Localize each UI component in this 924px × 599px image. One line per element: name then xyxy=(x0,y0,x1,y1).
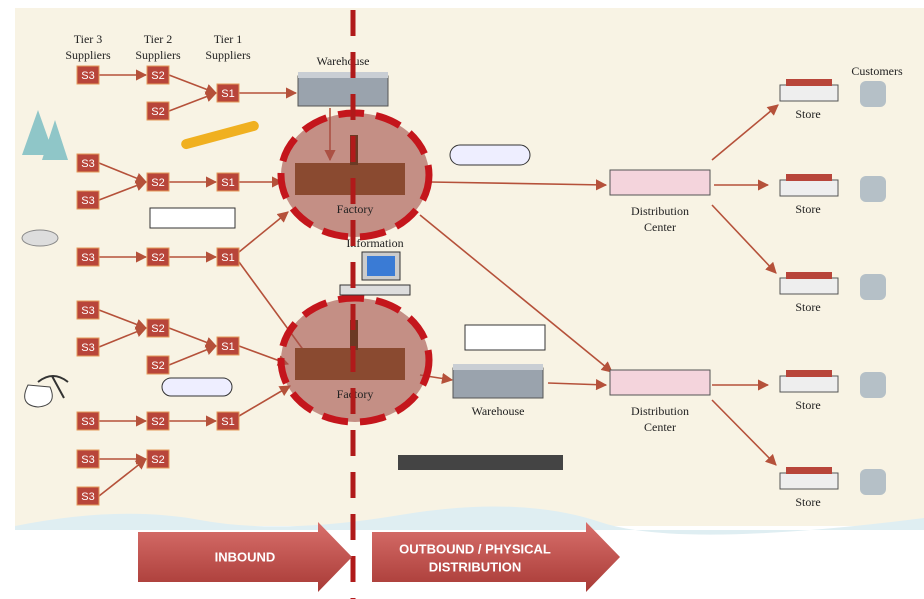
supplier-label: S1 xyxy=(221,252,234,264)
distribution-center-label: Center xyxy=(644,420,676,434)
supplier-label: S2 xyxy=(151,252,164,264)
supplier-label: S3 xyxy=(81,158,94,170)
store-icon xyxy=(780,278,838,294)
supplier-label: S2 xyxy=(151,177,164,189)
supplier-label: S2 xyxy=(151,416,164,428)
supplier-label: S2 xyxy=(151,70,164,82)
outbound-label: OUTBOUND / PHYSICAL xyxy=(399,541,551,556)
store-sign xyxy=(786,467,832,474)
supplier-label: S2 xyxy=(151,360,164,372)
tier-label: Suppliers xyxy=(205,48,251,62)
supplier-label: S3 xyxy=(81,70,94,82)
customers-icon xyxy=(860,176,886,202)
rocks-icon xyxy=(22,230,58,246)
supplier-label: S3 xyxy=(81,252,94,264)
truck-icon xyxy=(465,325,545,350)
store-icon xyxy=(780,376,838,392)
supplier-label: S1 xyxy=(221,341,234,353)
store-sign xyxy=(786,370,832,377)
outbound-label: DISTRIBUTION xyxy=(429,559,521,574)
warehouse-roof xyxy=(453,364,543,370)
distribution-center-label: Distribution xyxy=(631,204,689,218)
store-label: Store xyxy=(795,202,820,216)
store-sign xyxy=(786,272,832,279)
tier-label: Suppliers xyxy=(65,48,111,62)
supplier-label: S2 xyxy=(151,454,164,466)
computer-screen xyxy=(367,256,395,276)
customers-icon xyxy=(860,274,886,300)
store-icon xyxy=(780,473,838,489)
distribution-center-icon xyxy=(610,170,710,195)
distribution-center-label: Center xyxy=(644,220,676,234)
tier-label: Tier 1 xyxy=(214,32,243,46)
tier-label: Suppliers xyxy=(135,48,181,62)
store-sign xyxy=(786,174,832,181)
supplier-label: S3 xyxy=(81,342,94,354)
tier-label: Tier 2 xyxy=(144,32,173,46)
supplier-label: S1 xyxy=(221,88,234,100)
train-icon xyxy=(162,378,232,396)
supplier-label: S3 xyxy=(81,491,94,503)
customers-icon xyxy=(860,372,886,398)
supplier-label: S3 xyxy=(81,454,94,466)
warehouse-label: Warehouse xyxy=(471,404,524,418)
customers-icon xyxy=(860,469,886,495)
factory-icon xyxy=(295,348,405,380)
outbound-arrow xyxy=(372,522,620,592)
store-icon xyxy=(780,85,838,101)
distribution-center-icon xyxy=(610,370,710,395)
store-icon xyxy=(780,180,838,196)
supplier-label: S1 xyxy=(221,416,234,428)
ship-icon xyxy=(398,455,563,470)
supplier-label: S3 xyxy=(81,305,94,317)
factory-icon xyxy=(295,163,405,195)
supply-chain-diagram: S3 S2 S2 S1 S3 S3 S2 S1 S3 S2 S1 S3 S3 S2 S2 S1 S3 S2 S1 S3… xyxy=(0,0,924,599)
store-label: Store xyxy=(795,300,820,314)
ore-icon xyxy=(25,385,53,407)
customers-icon xyxy=(860,81,886,107)
supplier-label: S3 xyxy=(81,195,94,207)
store-sign xyxy=(786,79,832,86)
warehouse-icon xyxy=(298,76,388,106)
store-label: Store xyxy=(795,398,820,412)
supplier-label: S2 xyxy=(151,106,164,118)
store-label: Store xyxy=(795,107,820,121)
tier-label: Tier 3 xyxy=(74,32,103,46)
store-label: Store xyxy=(795,495,820,509)
customers-label: Customers xyxy=(851,64,903,78)
supplier-label: S2 xyxy=(151,323,164,335)
supplier-label: S3 xyxy=(81,416,94,428)
warehouse-icon xyxy=(453,368,543,398)
distribution-center-label: Distribution xyxy=(631,404,689,418)
warehouse-label: Warehouse xyxy=(316,54,369,68)
train-icon xyxy=(450,145,530,165)
warehouse-roof xyxy=(298,72,388,78)
inbound-label: INBOUND xyxy=(215,549,276,564)
truck-icon xyxy=(150,208,235,228)
supplier-label: S1 xyxy=(221,177,234,189)
